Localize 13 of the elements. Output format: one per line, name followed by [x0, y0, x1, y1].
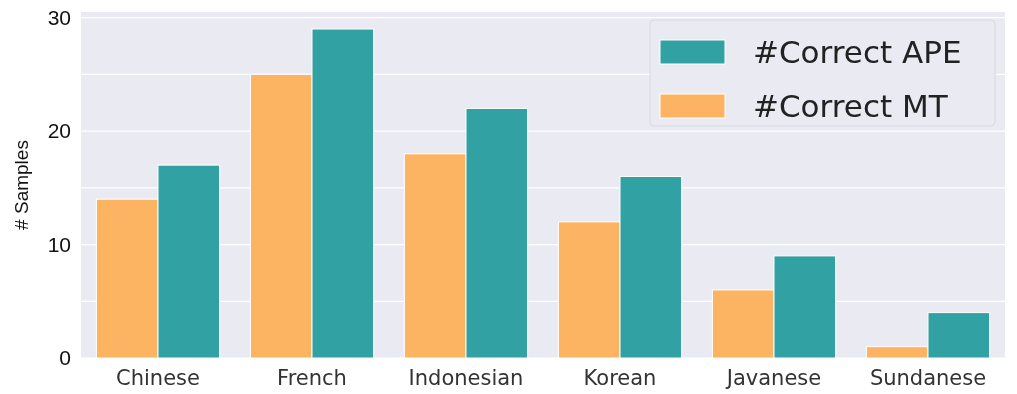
- y-tick-label: 10: [47, 232, 71, 256]
- legend-label: #Correct MT: [753, 87, 949, 124]
- x-tick-label: French: [277, 366, 347, 390]
- y-axis-title: # Samples: [11, 140, 32, 230]
- x-tick-label: Korean: [583, 366, 657, 390]
- x-tick-label: Indonesian: [408, 366, 524, 390]
- y-tick-label: 20: [47, 119, 71, 143]
- y-tick-label: 30: [47, 6, 71, 30]
- x-tick-label: Javanese: [724, 366, 822, 390]
- legend-label: #Correct APE: [753, 33, 962, 70]
- x-tick-label: Chinese: [116, 366, 200, 390]
- x-tick-label: Sundanese: [869, 366, 987, 390]
- y-tick-label: 0: [59, 346, 71, 370]
